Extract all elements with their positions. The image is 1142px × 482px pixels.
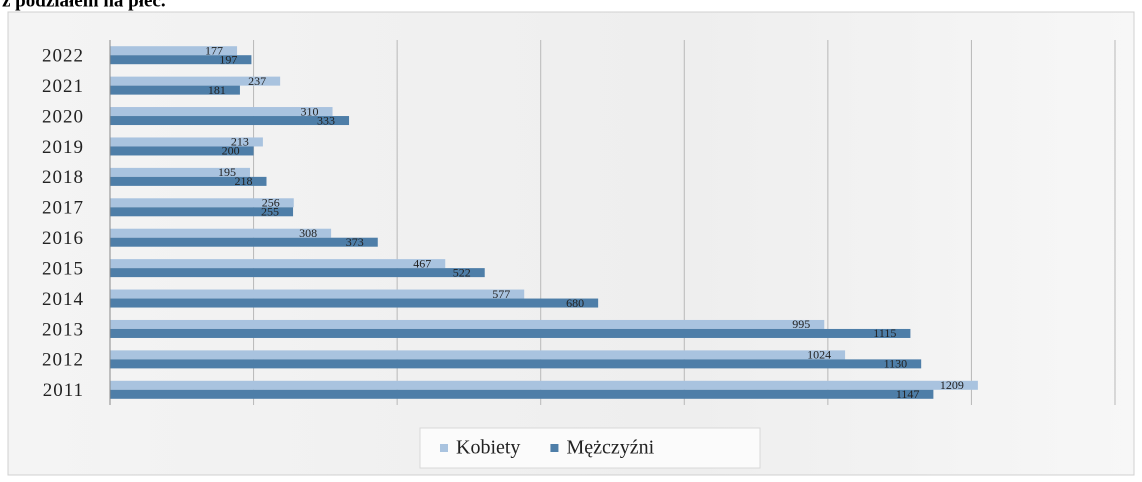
bar bbox=[110, 116, 350, 126]
bar bbox=[110, 85, 240, 95]
value-label: 308 bbox=[299, 226, 317, 240]
bar bbox=[110, 359, 922, 369]
value-label: 195 bbox=[218, 165, 236, 179]
bar bbox=[110, 298, 599, 308]
legend-label: Mężczyźni bbox=[566, 437, 654, 459]
value-label: 1130 bbox=[884, 357, 908, 371]
value-label: 680 bbox=[566, 296, 584, 310]
bar bbox=[110, 107, 333, 117]
bar bbox=[110, 328, 911, 338]
value-label: 181 bbox=[208, 83, 226, 97]
y-tick-label: 2018 bbox=[42, 167, 84, 188]
bar bbox=[110, 319, 825, 329]
value-label: 213 bbox=[231, 135, 249, 149]
bar bbox=[110, 207, 294, 217]
bar bbox=[110, 167, 250, 177]
value-label: 255 bbox=[261, 205, 279, 219]
legend-swatch bbox=[440, 444, 448, 452]
value-label: 522 bbox=[453, 265, 471, 279]
bar bbox=[110, 137, 263, 147]
y-tick-label: 2019 bbox=[42, 137, 84, 158]
value-label: 1024 bbox=[807, 348, 831, 362]
bar bbox=[110, 259, 446, 269]
y-tick-label: 2017 bbox=[42, 198, 84, 219]
value-label: 218 bbox=[234, 174, 252, 188]
bar bbox=[110, 389, 934, 399]
value-label: 467 bbox=[413, 256, 431, 270]
value-label: 1209 bbox=[940, 378, 964, 392]
y-tick-label: 2014 bbox=[42, 289, 84, 310]
bar bbox=[110, 228, 332, 238]
y-tick-label: 2015 bbox=[42, 258, 84, 279]
value-label: 333 bbox=[317, 113, 335, 127]
legend-swatch bbox=[550, 444, 559, 452]
bar bbox=[110, 46, 238, 56]
legend-box bbox=[419, 427, 761, 469]
bar bbox=[110, 380, 978, 390]
legend-label: Kobiety bbox=[456, 437, 520, 459]
y-tick-label: 2013 bbox=[42, 319, 84, 340]
bar bbox=[110, 237, 378, 247]
value-label: 197 bbox=[219, 52, 237, 66]
bar bbox=[110, 55, 252, 65]
y-tick-label: 2016 bbox=[42, 228, 84, 249]
bar bbox=[110, 268, 485, 278]
bar bbox=[110, 289, 525, 299]
value-label: 237 bbox=[248, 74, 266, 88]
y-tick-label: 2020 bbox=[42, 106, 84, 127]
value-label: 177 bbox=[205, 43, 223, 57]
bar bbox=[110, 76, 281, 86]
value-label: 995 bbox=[792, 317, 810, 331]
bar bbox=[110, 146, 254, 156]
bar bbox=[110, 176, 267, 186]
value-label: 1115 bbox=[873, 326, 896, 340]
chart-title: z podziałem na płeć. bbox=[2, 0, 166, 11]
value-label: 200 bbox=[222, 144, 240, 158]
value-label: 310 bbox=[301, 104, 319, 118]
y-tick-label: 2022 bbox=[42, 46, 84, 67]
y-tick-label: 2011 bbox=[43, 380, 84, 401]
bar bbox=[110, 198, 294, 208]
y-tick-label: 2021 bbox=[42, 76, 84, 97]
value-label: 577 bbox=[492, 287, 510, 301]
value-label: 256 bbox=[262, 196, 280, 210]
value-label: 1147 bbox=[896, 387, 920, 401]
y-tick-label: 2012 bbox=[42, 350, 84, 371]
value-label: 373 bbox=[346, 235, 364, 249]
bar bbox=[110, 350, 846, 360]
